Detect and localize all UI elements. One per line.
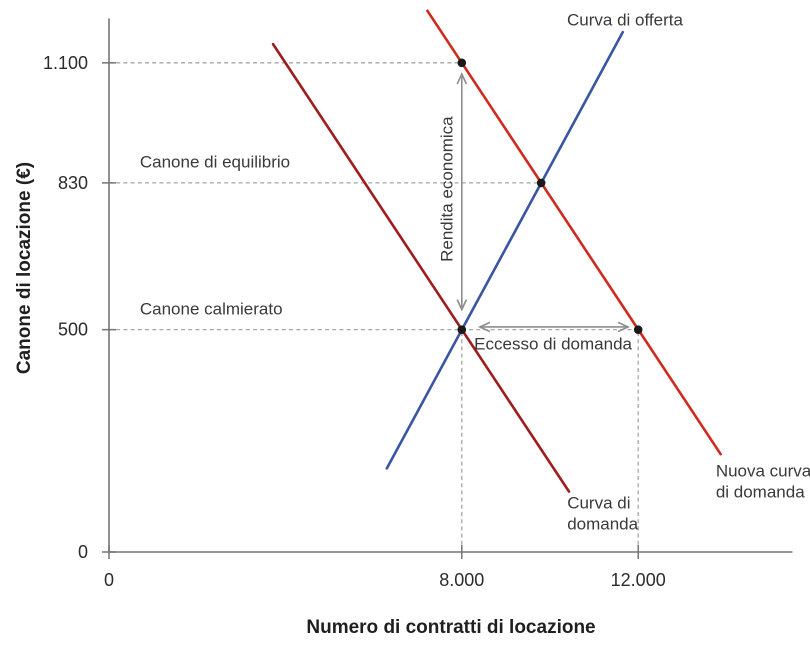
x-tick-label-8.000: 8.000 [439,570,484,590]
y-tick-label-830: 830 [58,173,88,193]
point-controlled-rent-point [457,325,467,334]
y-tick-label-0: 0 [78,542,88,562]
point-new-demand-at-controlled-rent [633,325,643,334]
x-tick-label-0: 0 [104,570,114,590]
point-equilibrium [536,178,546,188]
y-tick-label-500: 500 [58,320,88,340]
new-demand-curve-label-line2: di domanda [716,483,805,502]
controlled-rent-label: Canone calmierato [140,300,283,319]
y-axis-title: Canone di locazione (€) [14,161,35,375]
equilibrium-rent-label: Canone di equilibrio [140,152,290,171]
economic-rent-label: Rendita economica [437,116,456,262]
x-axis-title: Numero di contratti di locazione [306,617,596,638]
demand-curve-label-line2: domanda [567,515,638,534]
supply-curve-label: Curva di offerta [567,11,683,30]
new-demand-curve-label-line1: Nuova curva [716,462,810,481]
demand-curve-line [271,42,571,493]
new-demand-curve-line [426,9,722,456]
excess-demand-label: Eccesso di domanda [474,334,632,353]
x-tick-label-12.000: 12.000 [611,570,666,590]
demand-curve-label-line1: Curva di [567,494,630,513]
y-tick-label-1.100: 1.100 [43,53,88,73]
excess-demand-arrow-heads [477,321,630,333]
point-new-demand-at-controlled-quantity [457,58,467,68]
supply-curve-line [385,30,625,470]
economic-rent-arrow-heads [456,72,468,312]
